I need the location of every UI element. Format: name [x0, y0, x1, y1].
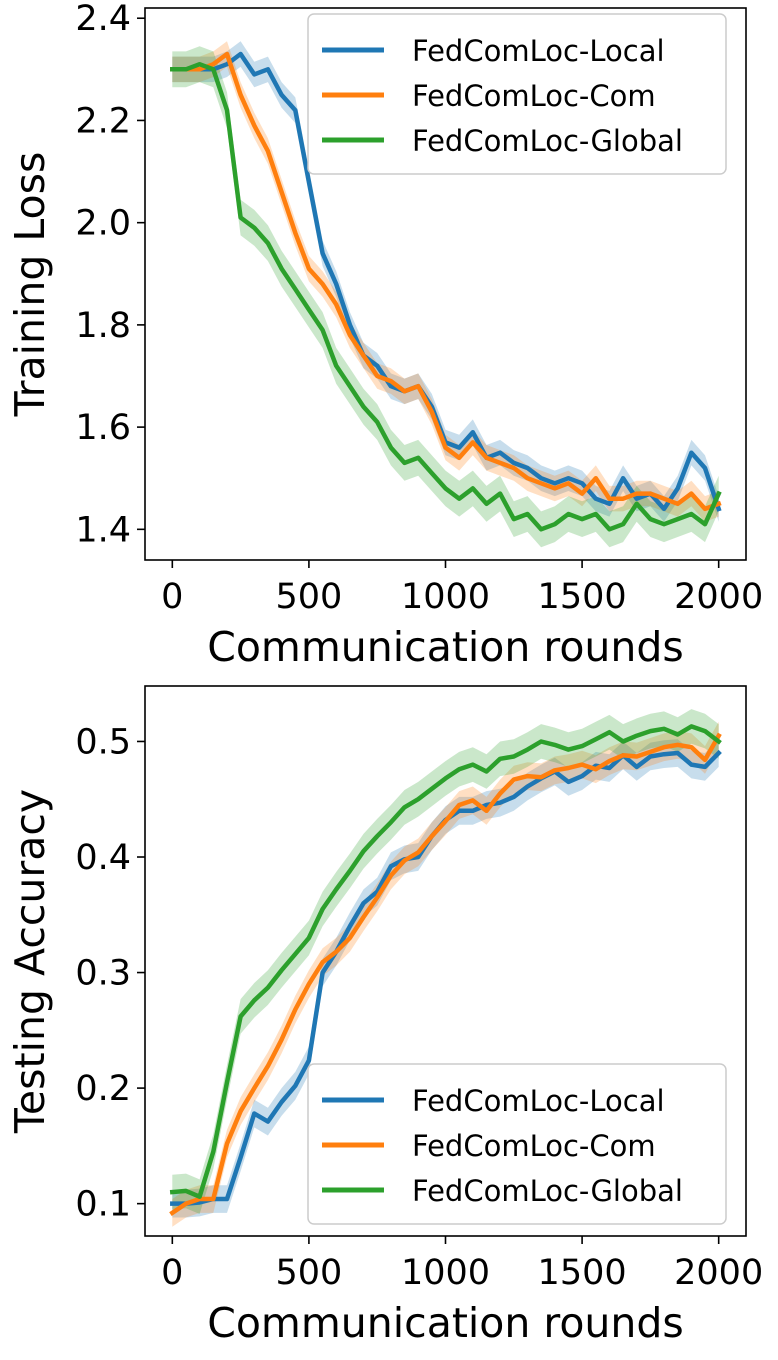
x-tick-label: 2000	[674, 1253, 763, 1293]
legend-label: FedComLoc-Local	[412, 34, 665, 68]
x-tick-label: 2000	[674, 577, 763, 617]
y-axis-label: Testing Accuracy	[6, 789, 54, 1134]
y-tick-label: 1.4	[75, 510, 131, 550]
x-tick-label: 0	[161, 577, 183, 617]
x-tick-label: 500	[276, 577, 343, 617]
x-axis-label: Communication rounds	[207, 1299, 684, 1347]
y-tick-label: 1.6	[75, 408, 131, 448]
chart-panel-2: 0 500 1000 1500 2000 0.1 0.2 0.3 0.4 0.5 Communica…	[6, 685, 763, 1347]
legend-label: FedComLoc-Com	[412, 79, 656, 113]
series-band-3	[172, 709, 719, 1214]
x-tick-label: 0	[161, 1253, 183, 1293]
y-tick-label: 0.1	[75, 1185, 131, 1225]
x-tick-label: 1500	[538, 1253, 627, 1293]
legend-label: FedComLoc-Global	[412, 1174, 683, 1208]
legend-box	[307, 1063, 727, 1225]
y-tick-label: 0.3	[75, 954, 131, 994]
legend-label: FedComLoc-Local	[412, 1084, 665, 1118]
legend-box	[307, 13, 727, 175]
y-axis-label: Training Loss	[6, 152, 54, 418]
y-tick-label: 2.4	[75, 0, 131, 39]
x-axis-label: Communication rounds	[207, 623, 684, 671]
x-tick-label: 500	[276, 1253, 343, 1293]
legend-label: FedComLoc-Com	[412, 1129, 656, 1163]
plot-area	[170, 41, 722, 548]
series-band-3	[172, 46, 719, 548]
legend-label: FedComLoc-Global	[412, 124, 683, 158]
y-tick-label: 0.5	[75, 722, 131, 762]
x-tick-label: 1500	[538, 577, 627, 617]
y-tick-label: 0.4	[75, 838, 131, 878]
x-tick-label: 1000	[401, 1253, 490, 1293]
legend: FedComLoc-Local FedComLoc-Com FedComLoc-Gl…	[307, 13, 727, 175]
legend: FedComLoc-Local FedComLoc-Com FedComLoc-Gl…	[307, 1063, 727, 1225]
plot-area	[169, 709, 722, 1227]
y-tick-label: 2.0	[75, 204, 131, 244]
y-tick-label: 0.2	[75, 1069, 131, 1109]
chart-panel-1: 0 500 1000 1500 2000 1.4 1.6 1.8 2.0 2.2 2.4 Commun…	[6, 0, 763, 671]
y-tick-label: 1.8	[75, 306, 131, 346]
y-tick-label: 2.2	[75, 101, 131, 141]
x-tick-label: 1000	[401, 577, 490, 617]
